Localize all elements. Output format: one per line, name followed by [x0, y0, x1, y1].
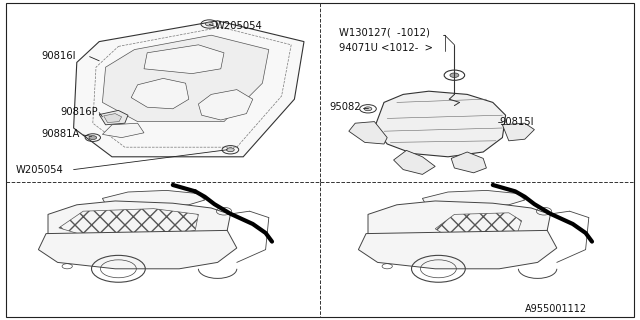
Polygon shape: [349, 122, 387, 144]
Polygon shape: [131, 78, 189, 109]
Polygon shape: [422, 190, 525, 207]
Text: W205054: W205054: [214, 21, 262, 31]
Polygon shape: [104, 114, 122, 123]
Text: 95082: 95082: [330, 102, 361, 112]
Polygon shape: [394, 150, 435, 174]
Text: 90815I: 90815I: [499, 116, 534, 127]
Text: W205054: W205054: [15, 164, 63, 175]
Circle shape: [364, 107, 372, 111]
Polygon shape: [102, 35, 269, 122]
Text: 90816P: 90816P: [61, 107, 99, 117]
Text: W130127(  -1012): W130127( -1012): [339, 27, 430, 37]
Polygon shape: [38, 230, 237, 269]
Text: A955001112: A955001112: [525, 304, 587, 314]
Circle shape: [227, 148, 234, 152]
Polygon shape: [358, 230, 557, 269]
Polygon shape: [144, 45, 224, 74]
Circle shape: [205, 22, 213, 26]
Polygon shape: [198, 90, 253, 120]
Polygon shape: [368, 201, 550, 243]
Polygon shape: [102, 123, 144, 138]
Polygon shape: [102, 190, 205, 207]
Circle shape: [89, 136, 97, 140]
Polygon shape: [48, 201, 230, 243]
Text: 94071U <1012-  >: 94071U <1012- >: [339, 43, 433, 53]
Polygon shape: [374, 91, 506, 157]
Text: 90881A: 90881A: [41, 129, 79, 140]
Text: 90816I: 90816I: [41, 51, 76, 61]
Polygon shape: [99, 110, 128, 125]
Polygon shape: [502, 123, 534, 141]
Circle shape: [450, 73, 459, 77]
Polygon shape: [451, 152, 486, 173]
Polygon shape: [74, 21, 304, 157]
